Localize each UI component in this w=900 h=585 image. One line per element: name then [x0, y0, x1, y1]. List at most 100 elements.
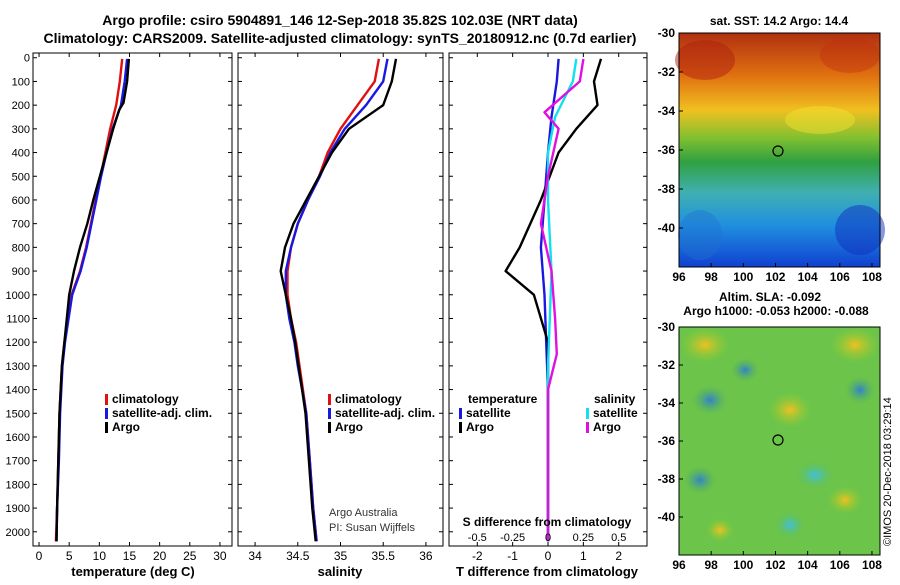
depth-tick-label: 400: [12, 148, 30, 160]
legend-label: satellite: [466, 406, 511, 420]
salinity-axis-label: salinity: [318, 564, 364, 579]
x-tick-label: 35: [334, 549, 348, 563]
sla-map: [678, 326, 881, 556]
map-y-tick-label: -40: [658, 221, 676, 235]
legend-swatch: [586, 422, 589, 433]
header-line-1: Argo profile: csiro 5904891_146 12-Sep-2…: [102, 12, 577, 28]
legend-swatch: [459, 408, 462, 419]
legend-label: satellite-adj. clim.: [112, 406, 212, 420]
x-tick-label: 0: [545, 549, 552, 563]
x-tick-label: 34: [248, 549, 262, 563]
s-diff-tick-label: 0.25: [573, 532, 594, 544]
legend-swatch: [328, 408, 331, 419]
map-x-tick-label: 96: [672, 270, 686, 284]
map-y-tick-label: -30: [658, 320, 676, 334]
x-tick-label: 2: [615, 549, 622, 563]
legend-label: Argo: [335, 420, 363, 434]
legend-label: satellite-adj. clim.: [335, 406, 435, 420]
sla-map-blob: [684, 466, 716, 494]
s-diff-tick-label: -0.5: [468, 532, 487, 544]
legend-title-temperature: temperature: [468, 392, 538, 406]
map-y-tick-label: -32: [658, 65, 676, 79]
legend-label: climatology: [335, 392, 402, 406]
sla-argo-marker: [772, 434, 784, 446]
x-tick-label: 5: [66, 549, 73, 563]
sst-map-blob: [675, 40, 735, 80]
depth-tick-label: 700: [12, 219, 30, 231]
map-x-tick-label: 98: [704, 558, 718, 572]
legend-title-salinity: salinity: [594, 392, 636, 406]
x-tick-label: 20: [153, 549, 167, 563]
x-tick-label: -1: [507, 549, 518, 563]
legend-swatch: [459, 422, 462, 433]
sla-map-title: Altim. SLA: -0.092: [719, 290, 821, 304]
map-y-tick-label: -34: [658, 104, 676, 118]
x-tick-label: 15: [123, 549, 137, 563]
map-y-tick-label: -34: [658, 396, 676, 410]
series-line-argo: [55, 58, 131, 542]
sst-map-blob: [678, 210, 722, 260]
sla-map-blob: [768, 392, 812, 428]
sla-map-blob: [795, 460, 835, 490]
depth-tick-label: 1100: [6, 313, 30, 325]
depth-tick-label: 1000: [6, 290, 30, 302]
depth-tick-label: 1200: [6, 337, 30, 349]
x-tick-label: 25: [183, 549, 197, 563]
depth-tick-label: 0: [24, 53, 30, 65]
legend-label: Argo: [466, 420, 494, 434]
map-x-tick-label: 106: [830, 270, 850, 284]
map-x-tick-label: 100: [733, 270, 753, 284]
map-x-tick-label: 108: [862, 558, 882, 572]
temperature-axis-label: temperature (deg C): [71, 564, 195, 579]
legend-swatch: [328, 394, 331, 405]
temperature-panel: [32, 52, 233, 547]
s-diff-tick-label: 0: [545, 532, 551, 544]
legend-label: Argo: [112, 420, 140, 434]
sst-argo-marker: [772, 145, 784, 157]
legend-label: Argo: [593, 420, 621, 434]
sst-map-blob: [835, 205, 885, 255]
map-x-tick-label: 96: [672, 558, 686, 572]
depth-tick-label: 500: [12, 171, 30, 183]
map-y-tick-label: -36: [658, 434, 676, 448]
map-y-tick-label: -40: [658, 510, 676, 524]
credit-argo-australia: Argo Australia: [329, 507, 398, 519]
sst-map-blob: [820, 37, 880, 73]
series-line-salinity-argo: [539, 58, 585, 542]
s-difference-axis-label: S difference from climatology: [463, 515, 632, 529]
series-line-argo: [279, 58, 398, 542]
sst-map-title: sat. SST: 14.2 Argo: 14.4: [710, 14, 849, 28]
map-x-tick-label: 104: [798, 558, 818, 572]
map-x-tick-label: 100: [733, 558, 753, 572]
depth-tick-label: 1500: [6, 408, 30, 420]
x-tick-label: 10: [93, 549, 107, 563]
x-tick-label: 36: [419, 549, 433, 563]
s-diff-tick-label: 0.5: [611, 532, 626, 544]
x-tick-label: 1: [580, 549, 587, 563]
x-tick-label: 0: [36, 549, 43, 563]
depth-tick-label: 800: [12, 242, 30, 254]
sla-map-subtitle: Argo h1000: -0.053 h2000: -0.088: [683, 304, 869, 318]
legend-swatch: [105, 394, 108, 405]
map-x-tick-label: 102: [765, 270, 785, 284]
depth-tick-label: 1400: [6, 385, 30, 397]
legend-swatch: [105, 408, 108, 419]
sla-map-blob: [774, 511, 806, 539]
map-y-tick-label: -30: [658, 26, 676, 40]
t-difference-axis-label: T difference from climatology: [456, 564, 639, 579]
legend-label: satellite: [593, 406, 638, 420]
map-x-tick-label: 102: [765, 558, 785, 572]
sla-map-blob: [827, 486, 863, 514]
legend-label: climatology: [112, 392, 179, 406]
s-diff-tick-label: -0.25: [500, 532, 525, 544]
map-y-tick-label: -38: [658, 182, 676, 196]
map-x-tick-label: 106: [830, 558, 850, 572]
credit-pi: PI: Susan Wijffels: [329, 522, 415, 534]
sla-map-blob: [731, 358, 759, 382]
depth-tick-label: 900: [12, 266, 30, 278]
x-tick-label: 30: [213, 549, 227, 563]
depth-tick-label: 1300: [6, 361, 30, 373]
sla-map-blob: [680, 327, 730, 363]
legend-swatch: [328, 422, 331, 433]
map-x-tick-label: 104: [798, 270, 818, 284]
